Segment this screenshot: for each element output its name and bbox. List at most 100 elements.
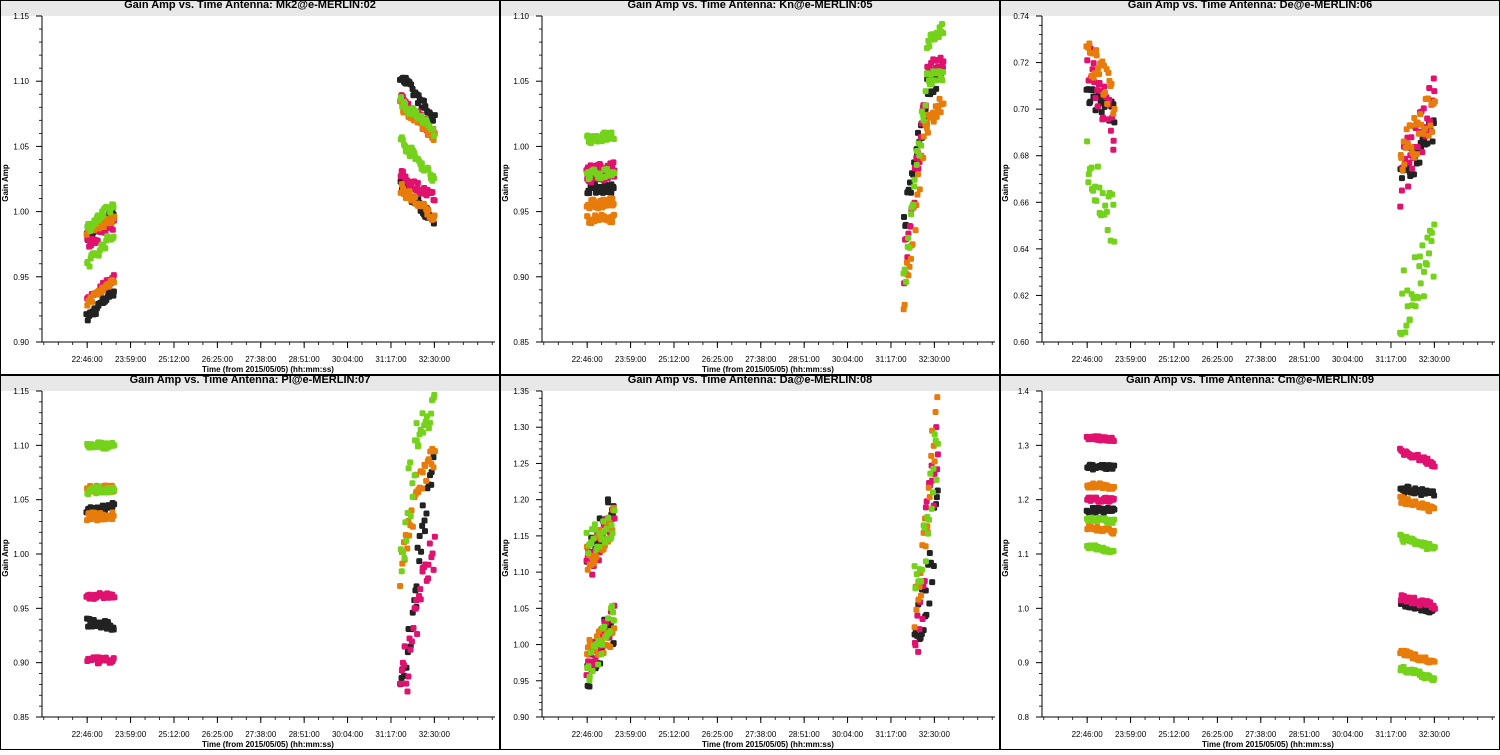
data-point-green <box>1104 227 1111 234</box>
data-point-green <box>1400 267 1407 274</box>
x-axis-label: Time (from 2015/05/05) (hh:mm:ss) <box>202 365 334 374</box>
data-point-pink <box>1110 146 1117 153</box>
data-point-green <box>611 170 618 177</box>
y-tick-label: 0.8 <box>1018 713 1030 722</box>
y-tick-label: 1.15 <box>13 387 29 396</box>
y-tick-label: 0.85 <box>513 338 529 347</box>
x-tick-label: 27:38:00 <box>745 730 777 739</box>
data-point-orange <box>926 493 933 500</box>
y-tick-label: 1.25 <box>513 459 529 468</box>
data-point-green <box>922 558 929 565</box>
x-tick-label: 25:12:00 <box>1158 355 1190 364</box>
x-tick-label: 25:12:00 <box>658 730 690 739</box>
data-point-pink <box>404 688 411 695</box>
data-point-green <box>909 201 916 208</box>
data-point-pink <box>1110 495 1117 502</box>
data-point-black <box>599 189 606 196</box>
y-tick-label: 0.72 <box>1013 59 1029 68</box>
y-tick-label: 0.95 <box>13 273 29 282</box>
data-point-green <box>1406 316 1413 323</box>
data-point-black <box>586 189 593 196</box>
y-tick-label: 1.05 <box>13 142 29 151</box>
data-point-green <box>409 493 416 500</box>
data-point-pink <box>1431 605 1438 612</box>
y-tick-label: 1.00 <box>13 208 29 217</box>
x-tick-label: 26:25:00 <box>202 355 234 364</box>
data-point-pink <box>1101 83 1108 90</box>
data-point-orange <box>609 219 616 226</box>
data-point-pink <box>915 648 922 655</box>
y-tick-label: 1.05 <box>513 77 529 86</box>
data-point-pink <box>111 594 118 601</box>
data-point-green <box>1085 179 1092 186</box>
data-point-green <box>583 529 590 536</box>
data-point-black <box>586 683 593 690</box>
y-tick-label: 0.70 <box>1013 105 1029 114</box>
data-point-black <box>92 311 99 318</box>
data-point-green <box>592 526 599 533</box>
y-axis-label: Gain Amp <box>501 539 510 577</box>
data-point-pink <box>611 515 618 522</box>
data-point-green <box>939 20 946 27</box>
data-point-pink <box>430 566 437 573</box>
data-point-black <box>933 494 940 501</box>
data-point-pink <box>1090 60 1097 67</box>
y-tick-label: 1.35 <box>513 387 529 396</box>
data-point-pink <box>425 561 432 568</box>
data-point-orange <box>593 553 600 560</box>
x-axis-label: Time (from 2015/05/05) (hh:mm:ss) <box>702 365 834 374</box>
data-point-green <box>916 152 923 159</box>
data-point-green <box>591 521 598 528</box>
data-point-orange <box>419 469 426 476</box>
data-point-pink <box>431 197 438 204</box>
data-point-green <box>598 651 605 658</box>
x-tick-label: 23:59:00 <box>615 355 647 364</box>
data-point-orange <box>611 211 618 218</box>
data-point-orange <box>422 462 429 469</box>
data-point-green <box>1428 238 1435 245</box>
data-point-green <box>595 661 602 668</box>
data-point-orange <box>933 113 940 120</box>
y-tick-label: 1.10 <box>13 77 29 86</box>
data-point-green <box>430 175 437 182</box>
data-point-black <box>1424 140 1431 147</box>
data-point-pink <box>398 667 405 674</box>
x-tick-label: 32:30:00 <box>919 730 951 739</box>
data-point-orange <box>928 452 935 459</box>
data-point-pink <box>431 533 438 540</box>
data-point-black <box>900 213 907 220</box>
data-point-pink <box>1420 105 1427 112</box>
data-point-black <box>110 626 117 633</box>
data-point-orange <box>1086 40 1093 47</box>
data-point-green <box>587 649 594 656</box>
data-point-green <box>110 204 117 211</box>
data-point-green <box>1099 190 1106 197</box>
data-point-orange <box>1420 130 1427 137</box>
data-point-orange <box>916 186 923 193</box>
y-tick-label: 0.90 <box>513 713 529 722</box>
data-point-orange <box>1110 484 1117 491</box>
data-point-pink <box>429 550 436 557</box>
data-point-black <box>1111 462 1118 469</box>
data-point-pink <box>1414 451 1421 458</box>
data-point-green <box>590 535 597 542</box>
data-point-orange <box>106 283 113 290</box>
data-point-green <box>407 513 414 520</box>
data-point-green <box>921 524 928 531</box>
data-point-pink <box>922 504 929 511</box>
data-point-green <box>1431 544 1438 551</box>
data-point-orange <box>914 191 921 198</box>
data-point-orange <box>1398 154 1405 161</box>
data-point-green <box>110 233 117 240</box>
data-point-orange <box>425 456 432 463</box>
y-tick-label: 1.30 <box>513 423 529 432</box>
data-point-green <box>398 568 405 575</box>
data-point-orange <box>586 637 593 644</box>
data-point-green <box>1425 250 1432 257</box>
data-point-green <box>905 234 912 241</box>
data-point-green <box>1431 221 1438 228</box>
plot-background <box>1001 391 1499 749</box>
data-point-pink <box>916 626 923 633</box>
x-tick-label: 26:25:00 <box>1202 730 1234 739</box>
data-point-green <box>585 663 592 670</box>
